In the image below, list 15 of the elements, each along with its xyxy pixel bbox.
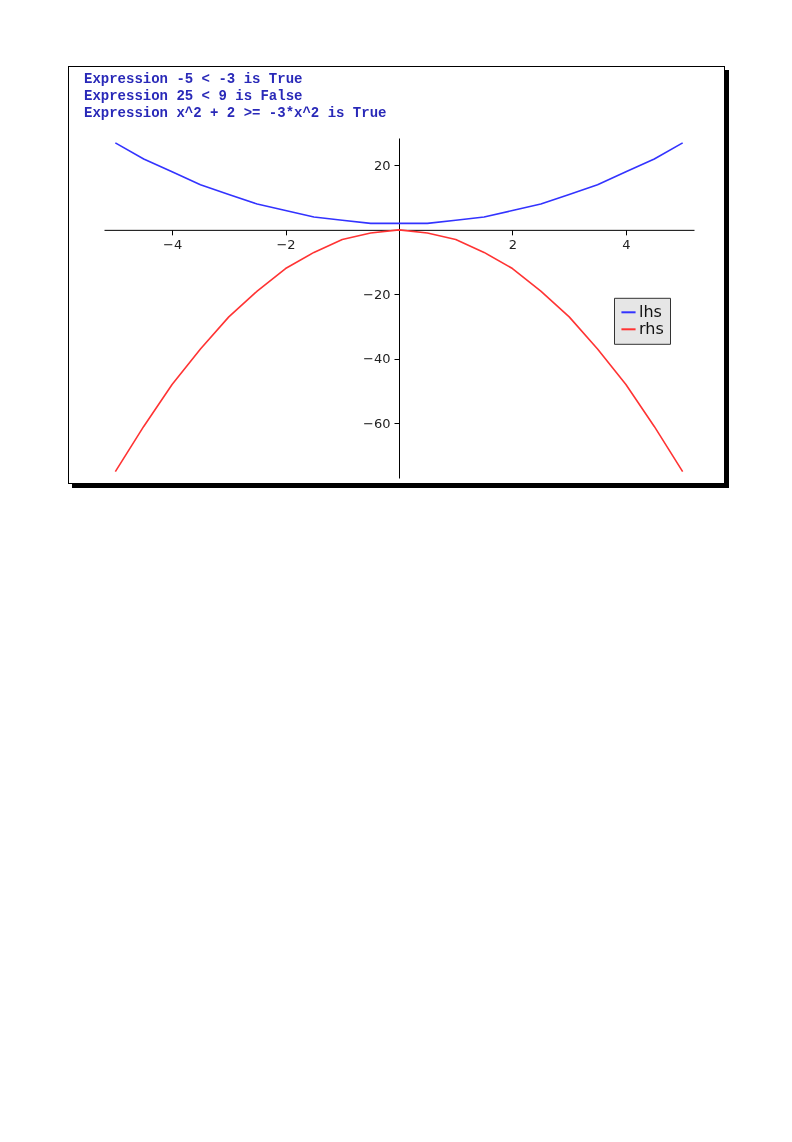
line-series xyxy=(114,142,684,225)
y-tick-label: 20 xyxy=(373,157,391,173)
line-series xyxy=(114,229,684,473)
x-tick-label: 2 xyxy=(508,237,518,253)
legend-label: lhs xyxy=(639,302,662,322)
x-tick-label: −4 xyxy=(162,237,183,253)
text: Expression x^2 + 2 >= -3*x^2 is True xyxy=(84,105,387,121)
text: Expression -5 < -3 is True xyxy=(84,71,303,87)
x-tick-label: −2 xyxy=(276,237,296,253)
text: Expression 25 < 9 is False xyxy=(84,88,303,104)
x-tick-label: 4 xyxy=(622,237,631,253)
y-tick-label: −60 xyxy=(363,415,391,431)
y-tick-label: −20 xyxy=(363,286,391,302)
legend-label: rhs xyxy=(639,319,664,339)
y-tick-label: −40 xyxy=(363,351,391,367)
